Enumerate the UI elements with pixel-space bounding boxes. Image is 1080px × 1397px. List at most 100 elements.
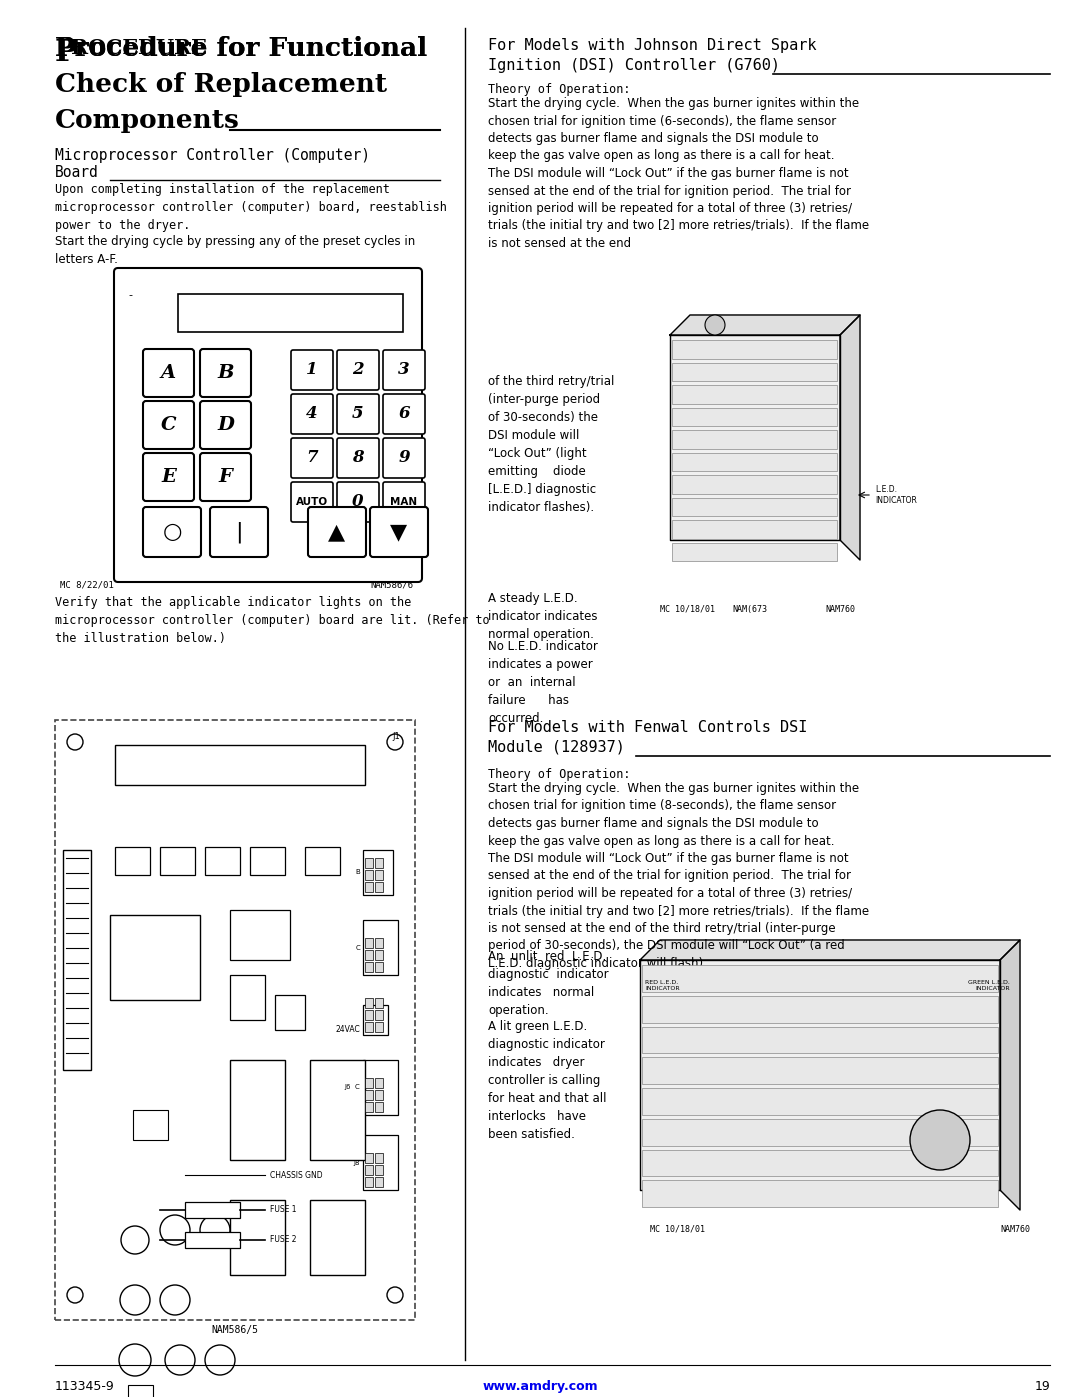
Bar — [365, 1178, 373, 1187]
Bar — [375, 882, 383, 893]
FancyBboxPatch shape — [210, 507, 268, 557]
Bar — [365, 1078, 373, 1088]
Text: Start the drying cycle.  When the gas burner ignites within the
chosen trial for: Start the drying cycle. When the gas bur… — [488, 782, 869, 970]
Bar — [185, 1232, 240, 1248]
FancyBboxPatch shape — [308, 507, 366, 557]
Text: 1: 1 — [307, 362, 318, 379]
Bar — [185, 1201, 240, 1218]
Bar — [230, 975, 265, 1020]
Bar — [133, 1111, 168, 1140]
Bar — [375, 870, 383, 880]
FancyBboxPatch shape — [383, 394, 426, 434]
Bar — [110, 915, 200, 1000]
FancyBboxPatch shape — [337, 351, 379, 390]
Text: ▲: ▲ — [328, 522, 346, 542]
Bar — [642, 1027, 998, 1053]
Text: 8: 8 — [352, 450, 364, 467]
Bar — [375, 1023, 383, 1032]
Text: Upon completing installation of the replacement
microprocessor controller (compu: Upon completing installation of the repl… — [55, 183, 447, 232]
Text: ROCEDURE: ROCEDURE — [71, 38, 206, 59]
FancyBboxPatch shape — [200, 349, 251, 397]
Text: For Models with Fenwal Controls DSI: For Models with Fenwal Controls DSI — [488, 719, 808, 735]
Text: Verify that the applicable indicator lights on the
microprocessor controller (co: Verify that the applicable indicator lig… — [55, 597, 489, 645]
Bar — [375, 1090, 383, 1099]
Bar — [672, 362, 837, 381]
Bar — [365, 1023, 373, 1032]
Bar — [230, 1200, 285, 1275]
Bar — [642, 1119, 998, 1146]
Text: RED L.E.D.
INDICATOR: RED L.E.D. INDICATOR — [645, 981, 679, 990]
Text: www.amdry.com: www.amdry.com — [482, 1380, 598, 1393]
Text: For Models with Johnson Direct Spark: For Models with Johnson Direct Spark — [488, 38, 816, 53]
Bar — [365, 870, 373, 880]
Bar — [375, 997, 383, 1009]
Text: B: B — [355, 869, 360, 876]
Polygon shape — [670, 314, 860, 335]
Bar — [375, 1165, 383, 1175]
Bar — [642, 1058, 998, 1084]
Text: Check of Replacement: Check of Replacement — [55, 73, 387, 96]
Text: Theory of Operation:: Theory of Operation: — [488, 768, 631, 781]
Bar — [305, 847, 340, 875]
Polygon shape — [640, 960, 1000, 1190]
Bar — [672, 475, 837, 493]
Bar — [672, 386, 837, 404]
Bar — [363, 921, 399, 975]
Text: of the third retry/trial
(inter-purge period
of 30-seconds) the
DSI module will
: of the third retry/trial (inter-purge pe… — [488, 374, 615, 514]
Bar — [375, 1010, 383, 1020]
Bar — [363, 849, 393, 895]
FancyBboxPatch shape — [114, 268, 422, 583]
Bar — [375, 858, 383, 868]
Text: 24VAC: 24VAC — [335, 1025, 360, 1035]
Text: C: C — [161, 416, 176, 434]
Text: J1: J1 — [392, 732, 400, 740]
Text: 19: 19 — [1035, 1380, 1050, 1393]
Text: MC 8/22/01: MC 8/22/01 — [60, 580, 113, 590]
Bar — [375, 1178, 383, 1187]
Text: P: P — [55, 38, 78, 67]
Bar — [375, 1102, 383, 1112]
Text: 3: 3 — [399, 362, 409, 379]
Bar — [365, 1010, 373, 1020]
Text: NAM760: NAM760 — [1000, 1225, 1030, 1234]
Bar — [178, 293, 403, 332]
Bar — [310, 1200, 365, 1275]
Text: J8: J8 — [353, 1160, 360, 1165]
Bar — [365, 950, 373, 960]
Text: 4: 4 — [307, 405, 318, 422]
Text: F: F — [218, 468, 232, 486]
Text: Components: Components — [55, 108, 240, 133]
Circle shape — [910, 1111, 970, 1171]
Text: 2: 2 — [352, 362, 364, 379]
FancyBboxPatch shape — [291, 439, 333, 478]
Text: Start the drying cycle.  When the gas burner ignites within the
chosen trial for: Start the drying cycle. When the gas bur… — [488, 96, 869, 250]
Text: Microprocessor Controller (Computer): Microprocessor Controller (Computer) — [55, 148, 370, 163]
Polygon shape — [1000, 940, 1020, 1210]
Bar — [642, 965, 998, 992]
Bar — [230, 909, 291, 960]
Text: D: D — [217, 416, 234, 434]
Bar — [375, 1078, 383, 1088]
Bar — [642, 1088, 998, 1115]
Circle shape — [705, 314, 725, 335]
Bar — [375, 1153, 383, 1162]
Text: Theory of Operation:: Theory of Operation: — [488, 82, 631, 96]
Text: A lit green L.E.D.
diagnostic indicator
indicates   dryer
controller is calling
: A lit green L.E.D. diagnostic indicator … — [488, 1020, 607, 1141]
FancyBboxPatch shape — [370, 507, 428, 557]
Text: 9: 9 — [399, 450, 409, 467]
Bar — [672, 453, 837, 471]
FancyBboxPatch shape — [337, 394, 379, 434]
Bar — [363, 1134, 399, 1190]
Bar — [375, 937, 383, 949]
Bar — [160, 847, 195, 875]
FancyBboxPatch shape — [143, 507, 201, 557]
Text: FUSE 2: FUSE 2 — [270, 1235, 297, 1245]
Text: ○: ○ — [162, 522, 181, 542]
Bar — [672, 430, 837, 448]
Text: NAM586/5: NAM586/5 — [212, 1324, 258, 1336]
Text: ▼: ▼ — [391, 522, 407, 542]
Bar — [365, 1153, 373, 1162]
Bar — [365, 882, 373, 893]
Bar — [365, 963, 373, 972]
Bar — [114, 847, 150, 875]
